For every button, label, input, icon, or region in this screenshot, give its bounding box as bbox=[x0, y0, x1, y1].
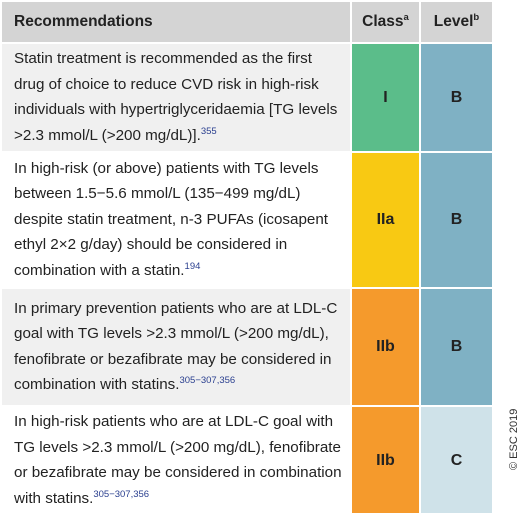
reference: 305−307,356 bbox=[93, 488, 150, 500]
header-row: Recommendations Classa Levelb bbox=[0, 0, 494, 44]
table-row: Statin treatment is recommended as the f… bbox=[0, 42, 494, 153]
recommendation-cell: In high-risk patients who are at LDL-C g… bbox=[0, 405, 352, 513]
reference: 194 bbox=[184, 260, 201, 272]
recommendation-text: In primary prevention patients who are a… bbox=[14, 299, 338, 394]
level-cell: B bbox=[419, 42, 494, 153]
table-row: In primary prevention patients who are a… bbox=[0, 287, 494, 407]
footnote-mark: b bbox=[473, 11, 480, 23]
level-cell: C bbox=[419, 405, 494, 513]
level-cell: B bbox=[419, 151, 494, 289]
header-text: Recommendations bbox=[14, 13, 153, 30]
header-text: Class bbox=[362, 13, 404, 30]
recommendation-cell: In primary prevention patients who are a… bbox=[0, 287, 352, 407]
header-text: Level bbox=[433, 13, 474, 30]
recommendation-cell: Statin treatment is recommended as the f… bbox=[0, 42, 352, 153]
recommendation-text: In high-risk patients who are at LDL-C g… bbox=[14, 413, 342, 507]
reference: 355 bbox=[200, 125, 217, 137]
class-cell: IIb bbox=[350, 287, 421, 407]
table-row: In high-risk patients who are at LDL-C g… bbox=[0, 405, 494, 513]
footnote-mark: a bbox=[403, 11, 409, 23]
reference: 305−307,356 bbox=[179, 374, 236, 386]
recommendation-text: In high-risk (or above) patients with TG… bbox=[14, 159, 329, 279]
class-cell: I bbox=[350, 42, 421, 153]
level-cell: B bbox=[419, 287, 494, 407]
recommendations-table: Recommendations Classa Levelb Statin tre… bbox=[0, 0, 494, 513]
class-cell: IIa bbox=[350, 151, 421, 289]
table-row: In high-risk (or above) patients with TG… bbox=[0, 151, 494, 289]
recommendation-text: Statin treatment is recommended as the f… bbox=[14, 50, 338, 144]
recommendation-cell: In high-risk (or above) patients with TG… bbox=[0, 151, 352, 289]
copyright: © ESC 2019 bbox=[508, 408, 520, 470]
header-cell: Levelb bbox=[419, 0, 494, 44]
class-cell: IIb bbox=[350, 405, 421, 513]
header-cell: Recommendations bbox=[0, 0, 352, 44]
header-cell: Classa bbox=[350, 0, 421, 44]
table-body: Statin treatment is recommended as the f… bbox=[0, 42, 494, 513]
